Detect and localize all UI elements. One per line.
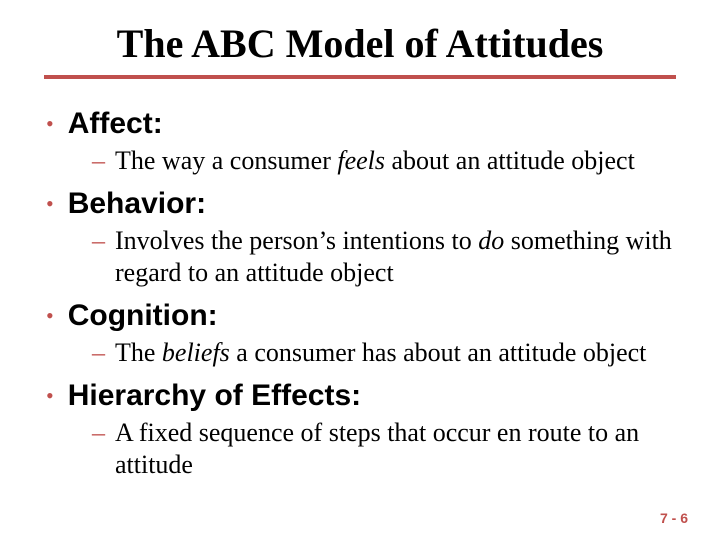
sub-pre: The way a consumer [115, 146, 337, 175]
item-subtext: A fixed sequence of steps that occur en … [115, 417, 676, 481]
sub-pre: Involves the person’s intentions to [115, 226, 478, 255]
slide-title: The ABC Model of Attitudes [44, 20, 676, 67]
dash-icon: – [92, 225, 105, 257]
bullet-icon: • [46, 107, 54, 141]
dash-icon: – [92, 145, 105, 177]
list-subitem: – A fixed sequence of steps that occur e… [92, 417, 676, 481]
slide-body: • Affect: – The way a consumer feels abo… [44, 107, 676, 481]
sub-em: beliefs [162, 338, 230, 367]
item-subtext: The beliefs a consumer has about an atti… [115, 337, 646, 369]
title-rule [44, 75, 676, 79]
item-subtext: The way a consumer feels about an attitu… [115, 145, 635, 177]
item-heading: Behavior: [68, 187, 206, 221]
dash-icon: – [92, 417, 105, 449]
dash-icon: – [92, 337, 105, 369]
list-item: • Cognition: [44, 299, 676, 333]
item-subtext: Involves the person’s intentions to do s… [115, 225, 676, 289]
bullet-icon: • [46, 379, 54, 413]
item-heading: Cognition: [68, 299, 218, 333]
sub-pre: The [115, 338, 162, 367]
item-heading: Hierarchy of Effects: [68, 379, 361, 413]
list-item: • Affect: [44, 107, 676, 141]
list-subitem: – The way a consumer feels about an atti… [92, 145, 676, 177]
sub-post: a consumer has about an attitude object [230, 338, 647, 367]
list-subitem: – The beliefs a consumer has about an at… [92, 337, 676, 369]
slide-number: 7 - 6 [660, 510, 688, 526]
title-block: The ABC Model of Attitudes [44, 20, 676, 79]
sub-pre: A fixed sequence of steps that occur en … [115, 418, 639, 479]
list-item: • Hierarchy of Effects: [44, 379, 676, 413]
sub-em: do [478, 226, 504, 255]
list-subitem: – Involves the person’s intentions to do… [92, 225, 676, 289]
bullet-icon: • [46, 187, 54, 221]
sub-em: feels [337, 146, 385, 175]
item-heading: Affect: [68, 107, 163, 141]
bullet-icon: • [46, 299, 54, 333]
list-item: • Behavior: [44, 187, 676, 221]
sub-post: about an attitude object [385, 146, 635, 175]
slide: The ABC Model of Attitudes • Affect: – T… [0, 0, 720, 540]
